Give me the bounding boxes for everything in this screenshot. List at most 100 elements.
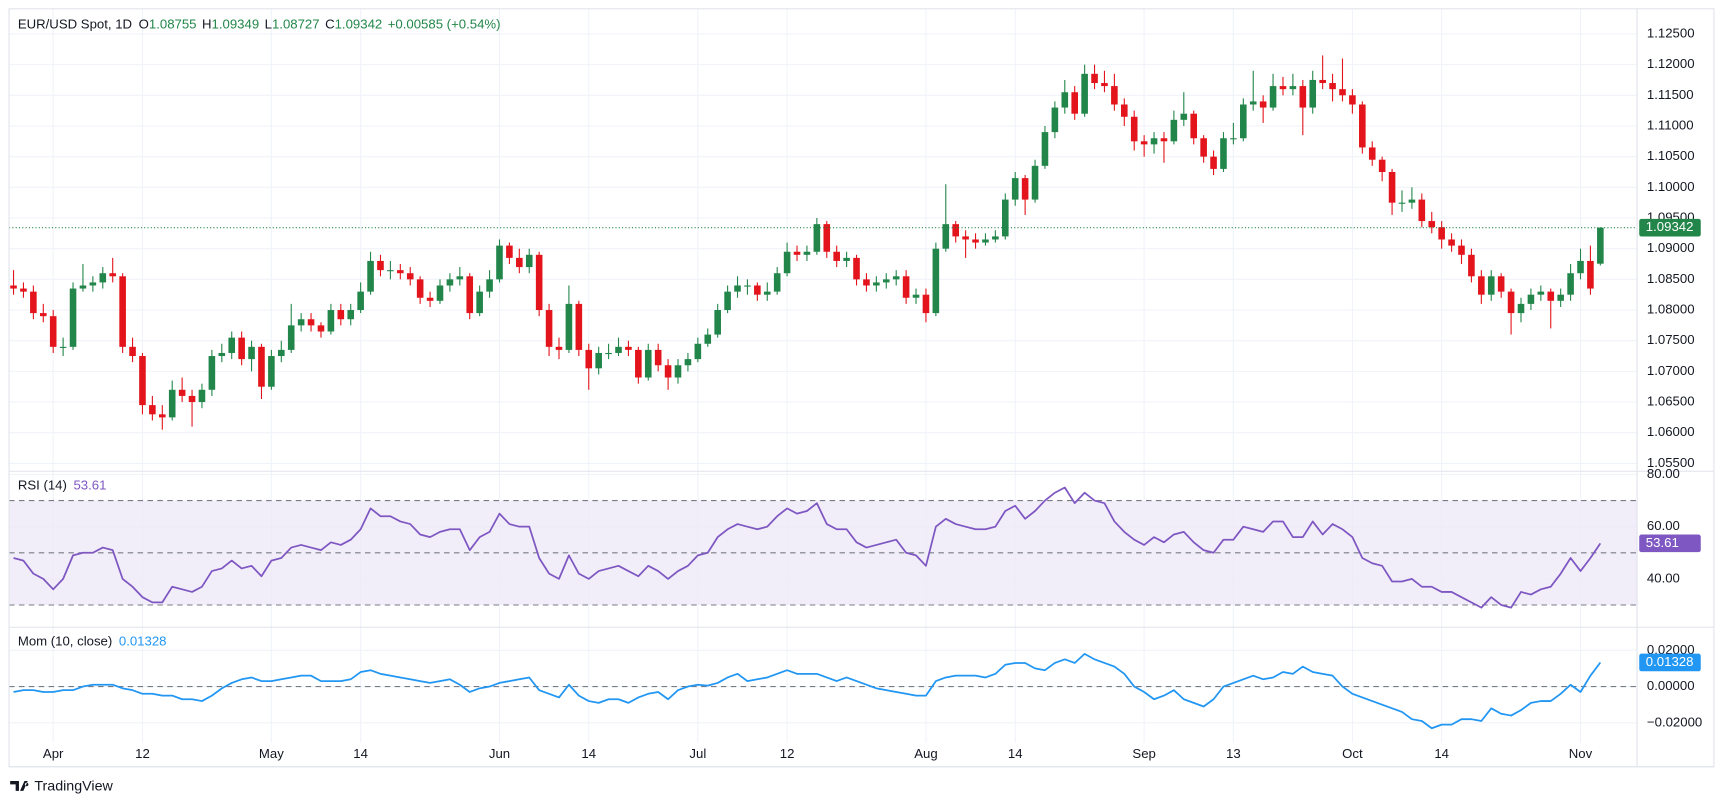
candle-body [1368, 147, 1376, 160]
candle-body [466, 276, 474, 314]
y-tick-label: 1.12000 [1647, 56, 1695, 71]
candle-body [416, 279, 424, 298]
candle-body [337, 310, 345, 320]
y-tick-label: −0.02000 [1647, 714, 1702, 729]
indicator-line [13, 486, 1602, 609]
y-tick-label: 1.12500 [1647, 25, 1695, 40]
candle-body [397, 270, 404, 274]
branding: TradingView [10, 778, 114, 794]
candle-body [1021, 178, 1029, 200]
candle-body [1081, 73, 1088, 114]
y-tick-label: 40.00 [1647, 570, 1680, 585]
x-tick-label: Nov [1569, 746, 1593, 761]
candle-body [1001, 199, 1009, 237]
candle-body [1190, 113, 1198, 139]
candle-body [942, 224, 950, 249]
candle-body [882, 279, 890, 283]
candle-body [149, 405, 156, 415]
ohlc-key: O [139, 17, 149, 32]
y-tick-label: 60.00 [1647, 518, 1680, 533]
candle-body [168, 389, 176, 418]
candle-body [1319, 79, 1326, 84]
candle-body [49, 316, 57, 347]
y-tick-label: 1.11000 [1647, 117, 1694, 132]
candle-body [436, 285, 444, 301]
candle-body [1587, 260, 1594, 289]
x-tick-label: 12 [780, 746, 795, 761]
candle-body [684, 359, 692, 366]
candle-body [1111, 86, 1118, 105]
candle-body [1200, 138, 1207, 157]
x-tick-label: 14 [581, 746, 596, 761]
candle-body [783, 251, 791, 274]
candle-body [1458, 245, 1465, 255]
x-tick-label: 14 [353, 746, 368, 761]
last-price-badge [1639, 218, 1701, 237]
candle-body [635, 349, 642, 378]
candle-body [516, 257, 523, 268]
y-tick-label: 1.06500 [1647, 394, 1695, 409]
indicator-value: 53.61 [73, 478, 106, 493]
candle-body [1289, 86, 1297, 90]
y-tick-label: 1.05500 [1647, 455, 1695, 470]
candle-body [773, 273, 781, 292]
candle-body [446, 279, 454, 286]
x-tick-label: 13 [1226, 746, 1241, 761]
indicator-name: RSI (14) [18, 478, 67, 493]
candle-body [1418, 199, 1426, 222]
candle-body [873, 282, 880, 286]
y-tick-label: 0.02000 [1647, 642, 1695, 657]
candle-body [297, 319, 305, 326]
x-tick-label: Jun [489, 746, 510, 761]
chart-frame [8, 8, 1715, 768]
candle-body [307, 319, 315, 326]
candle-body [496, 245, 503, 280]
candle-body [347, 310, 355, 320]
y-tick-label: 80.00 [1647, 466, 1680, 481]
candle-body [1230, 138, 1237, 140]
candle-body [258, 346, 265, 387]
candle-body [39, 313, 47, 317]
candle-body [545, 310, 553, 347]
candle-body [1279, 86, 1287, 90]
candle-body [992, 236, 999, 240]
candle-body [228, 337, 236, 353]
candle-body [59, 346, 67, 348]
candle-body [754, 285, 761, 295]
ohlc-key: L [265, 17, 272, 32]
candle-body [158, 414, 166, 418]
candle-body [287, 325, 295, 350]
candle-body [20, 288, 27, 292]
candle-body [109, 273, 117, 277]
candle-body [595, 352, 602, 369]
candle-body [1408, 199, 1416, 203]
candle-body [188, 395, 196, 403]
marks [9, 55, 1638, 730]
ohlc-value: 1.08727 [272, 17, 320, 32]
candle-body [1507, 291, 1515, 314]
candle-body [1487, 276, 1495, 295]
indicator-legend: Mom (10, close) 0.01328 [18, 634, 167, 649]
candle-body [1388, 171, 1396, 203]
candle-body [1359, 104, 1366, 148]
candle-body [813, 224, 821, 252]
candle-body [1240, 104, 1247, 139]
candle-body [1061, 92, 1069, 108]
ohlc-value: 1.08755 [149, 17, 197, 32]
candle-body [1150, 138, 1158, 145]
candle-body [952, 224, 959, 237]
candle-body [1101, 83, 1108, 87]
x-tick-label: Apr [43, 746, 64, 761]
candle-body [823, 224, 831, 252]
candle-body [664, 365, 672, 378]
candle-body [1249, 101, 1257, 105]
candle-body [238, 337, 245, 360]
candle-body [1398, 202, 1406, 204]
candle-body [456, 276, 464, 280]
candle-body [139, 356, 146, 406]
candle-body [853, 257, 860, 280]
candle-body [674, 365, 682, 378]
candle-body [1597, 227, 1604, 264]
